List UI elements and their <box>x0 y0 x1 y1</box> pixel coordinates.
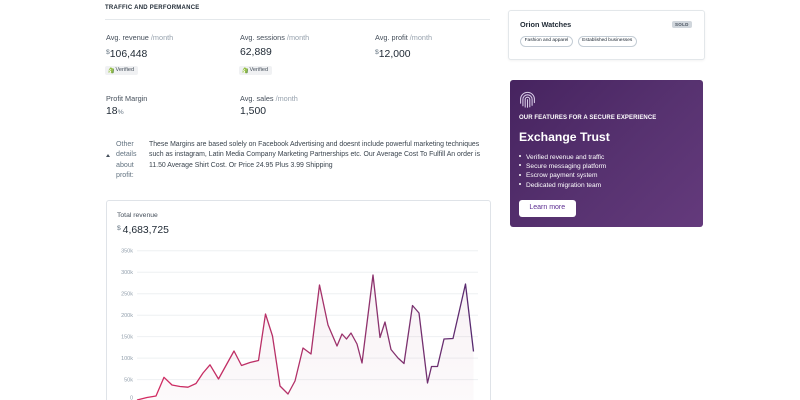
svg-text:250k: 250k <box>121 292 133 298</box>
svg-text:50k: 50k <box>124 378 133 384</box>
svg-text:0: 0 <box>130 396 133 400</box>
svg-text:200k: 200k <box>121 313 133 319</box>
svg-text:100k: 100k <box>121 356 133 362</box>
svg-text:350k: 350k <box>121 249 133 255</box>
svg-text:150k: 150k <box>121 335 133 341</box>
svg-text:300k: 300k <box>121 270 133 276</box>
